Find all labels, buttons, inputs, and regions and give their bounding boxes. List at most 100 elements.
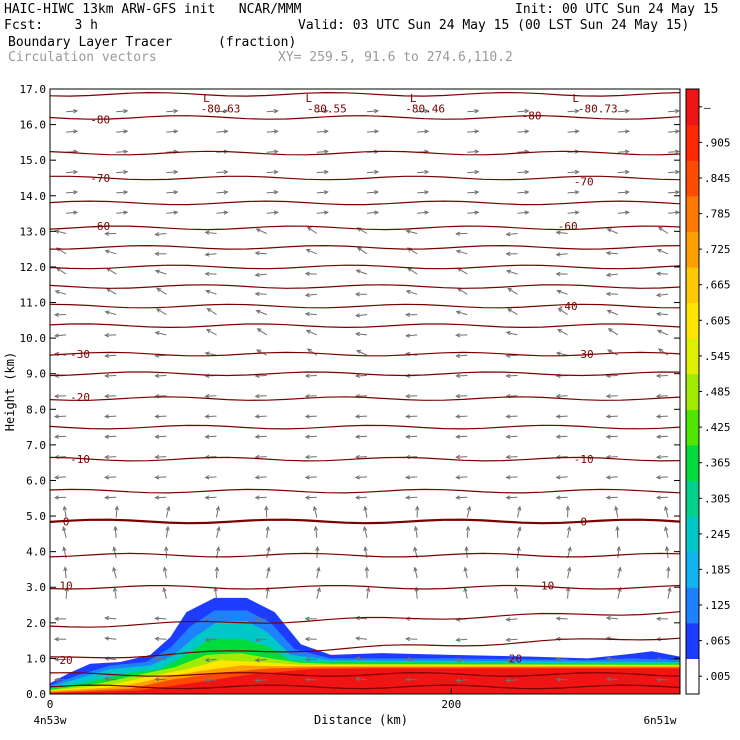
colorbar-label: .665 — [704, 279, 731, 292]
vector-arrow — [406, 476, 418, 478]
vector-arrowhead — [216, 525, 221, 532]
vector-arrow — [517, 547, 520, 559]
vector-arrow — [557, 329, 568, 336]
vector-arrow — [205, 435, 217, 438]
vector-arrow — [355, 476, 368, 478]
colorbar-swatch — [686, 266, 699, 304]
temperature-contour — [49, 303, 681, 309]
contour-label: -30 — [70, 348, 90, 361]
vector-arrow — [366, 191, 379, 194]
vector-arrow — [55, 230, 67, 234]
vector-arrowhead — [413, 546, 418, 552]
vector-arrowhead — [355, 269, 361, 274]
vector-arrowhead — [507, 308, 513, 313]
vector-arrowhead — [304, 434, 310, 439]
vector-arrowhead — [323, 169, 329, 175]
x-tick-label: 0 — [47, 698, 54, 711]
vector-arrowhead — [254, 251, 260, 256]
vector-arrowhead — [154, 495, 160, 500]
vector-arrow — [305, 273, 317, 275]
vector-arrowhead — [53, 677, 59, 682]
colorbar-label: .605 — [704, 314, 731, 327]
vector-arrow — [606, 375, 618, 377]
vector-arrowhead — [255, 309, 261, 314]
vector-arrow — [105, 476, 117, 478]
colorbar-swatch — [686, 373, 699, 410]
vector-arrow — [556, 415, 568, 418]
vector-arrow — [556, 352, 568, 356]
vector-arrowhead — [624, 109, 630, 114]
vector-arrowhead — [323, 109, 329, 114]
vector-arrow — [216, 110, 228, 113]
vector-arrow — [307, 226, 318, 234]
vector-arrowhead — [204, 271, 210, 277]
vector-arrowhead — [254, 657, 260, 663]
vector-arrowhead — [555, 475, 561, 480]
colorbar-swatch — [686, 658, 699, 695]
vector-arrow — [205, 638, 217, 641]
vector-arrowhead — [54, 229, 60, 234]
vector-arrowhead — [606, 228, 612, 233]
colorbar-swatch — [686, 302, 699, 339]
vector-arrowhead — [655, 292, 661, 298]
vector-arrowhead — [567, 566, 572, 572]
vector-arrowhead — [655, 414, 661, 419]
vector-arrow — [207, 308, 217, 316]
colorbar-label: .485 — [704, 386, 731, 399]
vector-arrow — [355, 496, 368, 499]
vector-arrowhead — [64, 586, 69, 592]
vector-arrow — [608, 328, 619, 336]
vector-arrow — [55, 435, 67, 438]
temperature-contour — [49, 488, 681, 494]
contour-label: -60 — [558, 220, 578, 233]
vector-arrowhead — [104, 393, 110, 399]
vector-arrowhead — [655, 434, 661, 439]
vector-arrow — [656, 375, 669, 377]
vector-arrow — [507, 287, 518, 295]
y-tick-label: 11.0 — [20, 297, 47, 310]
vector-arrowhead — [566, 525, 572, 531]
vector-arrowhead — [474, 109, 480, 114]
vector-arrow — [615, 506, 619, 518]
vector-arrowhead — [304, 311, 310, 317]
vector-arrow — [456, 456, 468, 458]
vector-arrow — [266, 130, 278, 133]
vector-arrowhead — [524, 129, 530, 134]
vector-arrow — [406, 415, 418, 418]
vector-arrow — [617, 567, 621, 579]
vector-arrow — [517, 506, 521, 518]
vector-arrowhead — [104, 616, 110, 621]
vector-arrowhead — [605, 615, 611, 621]
vector-arrow — [466, 526, 469, 538]
vector-arrowhead — [215, 505, 221, 511]
contour-label: -80 — [522, 110, 542, 123]
vector-arrow — [656, 395, 669, 397]
vector-arrow — [216, 506, 219, 518]
vector-arrowhead — [162, 566, 168, 572]
vector-arrow — [216, 211, 228, 214]
vector-arrow — [356, 350, 368, 356]
contour-label: -10 — [574, 453, 594, 466]
vector-arrow — [105, 678, 117, 681]
vector-arrowhead — [254, 414, 260, 419]
vector-arrowhead — [405, 393, 411, 399]
vector-arrowhead — [363, 505, 368, 511]
vector-arrowhead — [555, 393, 561, 399]
vector-arrow — [406, 290, 418, 295]
vector-arrow — [205, 352, 217, 356]
vector-arrowhead — [266, 546, 271, 552]
vector-arrow — [266, 526, 269, 538]
temperature-contour — [49, 611, 681, 628]
vector-arrow — [255, 273, 267, 276]
vector-arrow — [656, 435, 669, 438]
vector-arrow — [316, 567, 320, 579]
contour-label: -20 — [70, 391, 90, 404]
vector-arrowhead — [104, 332, 110, 338]
vector-arrowhead — [53, 616, 59, 622]
circulation-vectors — [53, 109, 681, 683]
vector-arrowhead — [675, 109, 681, 114]
vector-arrowhead — [455, 434, 461, 439]
vector-arrow — [105, 637, 117, 640]
low-marker: L — [203, 92, 210, 105]
vector-arrowhead — [316, 586, 321, 593]
